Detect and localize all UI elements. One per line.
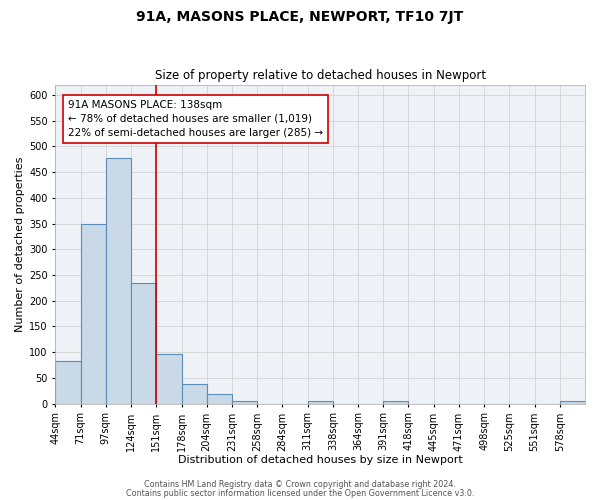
Bar — [106, 158, 131, 404]
Bar — [308, 400, 333, 404]
Text: 91A MASONS PLACE: 138sqm
← 78% of detached houses are smaller (1,019)
22% of sem: 91A MASONS PLACE: 138sqm ← 78% of detach… — [68, 100, 323, 138]
Bar — [80, 224, 106, 404]
Title: Size of property relative to detached houses in Newport: Size of property relative to detached ho… — [155, 69, 486, 82]
Text: 91A, MASONS PLACE, NEWPORT, TF10 7JT: 91A, MASONS PLACE, NEWPORT, TF10 7JT — [136, 10, 464, 24]
Text: Contains HM Land Registry data © Crown copyright and database right 2024.: Contains HM Land Registry data © Crown c… — [144, 480, 456, 489]
Bar — [55, 362, 80, 404]
Bar — [207, 394, 232, 404]
Bar — [383, 400, 409, 404]
Bar — [131, 282, 157, 404]
Y-axis label: Number of detached properties: Number of detached properties — [15, 156, 25, 332]
X-axis label: Distribution of detached houses by size in Newport: Distribution of detached houses by size … — [178, 455, 463, 465]
Bar — [232, 400, 257, 404]
Bar — [157, 354, 182, 404]
Bar — [560, 401, 585, 404]
Text: Contains public sector information licensed under the Open Government Licence v3: Contains public sector information licen… — [126, 488, 474, 498]
Bar — [182, 384, 207, 404]
